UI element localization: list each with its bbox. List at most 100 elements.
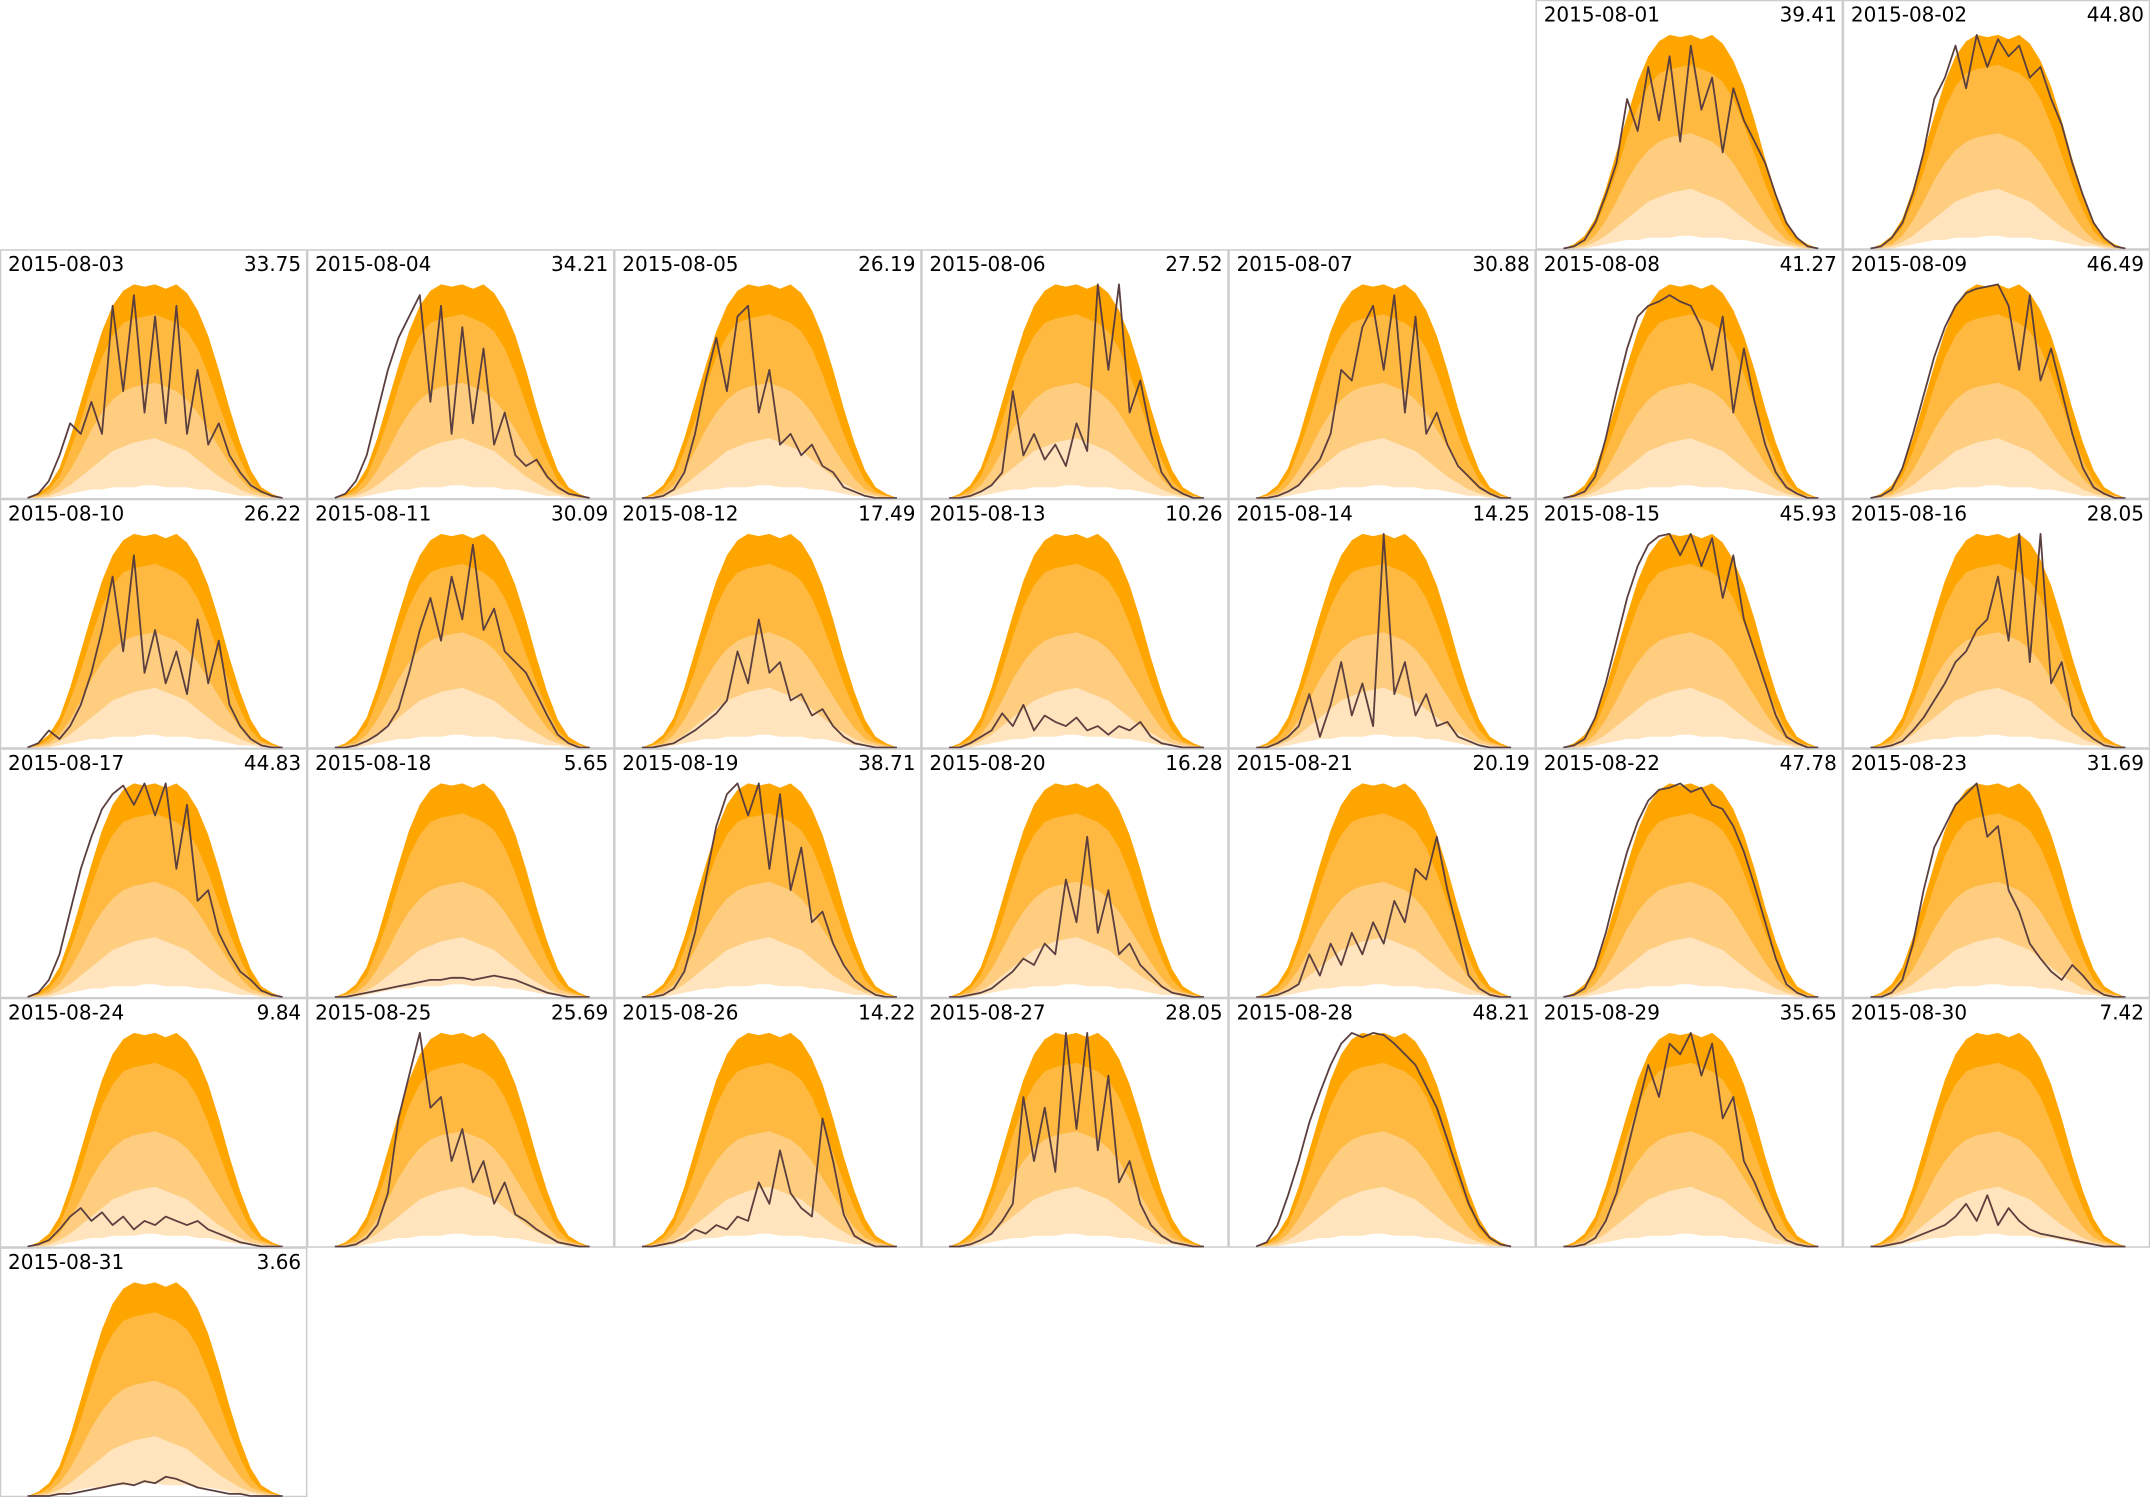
envelope-band xyxy=(1563,188,1819,249)
envelope-band xyxy=(1563,438,1819,498)
production-line xyxy=(1870,533,2126,749)
envelope-band xyxy=(27,1186,283,1247)
cell-border xyxy=(1535,748,1844,999)
envelope-band xyxy=(334,485,590,498)
production-line xyxy=(1563,44,1819,250)
day-cell: 2015-08-26 14.22 xyxy=(614,997,922,1248)
date-label: 2015-08-10 xyxy=(8,502,124,526)
production-line xyxy=(27,1207,283,1248)
day-cell: 2015-08-03 33.75 xyxy=(0,249,308,500)
total-label: 47.78 xyxy=(1780,751,1837,775)
envelope-band xyxy=(334,937,590,997)
envelope-band xyxy=(27,1233,283,1247)
production-line xyxy=(949,835,1204,998)
date-label: 2015-08-15 xyxy=(1544,502,1660,526)
envelope-band xyxy=(1870,687,2126,748)
production-line xyxy=(949,1032,1204,1248)
date-label: 2015-08-21 xyxy=(1237,751,1353,775)
envelope-band xyxy=(641,984,897,997)
cell-border xyxy=(0,249,308,500)
total-label: 14.25 xyxy=(1472,502,1529,526)
envelope-band xyxy=(1563,485,1819,498)
cell-border xyxy=(0,997,308,1248)
production-line xyxy=(1563,294,1819,499)
production-line xyxy=(1256,533,1512,749)
production-line xyxy=(1870,1194,2126,1248)
date-label: 2015-08-08 xyxy=(1544,252,1660,276)
production-line xyxy=(1255,1032,1512,1248)
day-cell: 2015-08-06 27.52 xyxy=(921,249,1229,500)
total-label: 26.19 xyxy=(858,252,915,276)
total-label: 14.22 xyxy=(858,1001,915,1025)
envelope-band xyxy=(1870,734,2126,748)
total-label: 20.19 xyxy=(1472,751,1529,775)
date-label: 2015-08-12 xyxy=(622,502,738,526)
day-cell: 2015-08-09 46.49 xyxy=(1842,249,2150,500)
cell-border xyxy=(306,498,615,749)
day-cell: 2015-08-18 5.65 xyxy=(306,748,615,999)
envelope-band xyxy=(949,438,1204,498)
production-line xyxy=(949,283,1204,499)
production-line xyxy=(27,782,283,998)
envelope-band xyxy=(1256,1186,1512,1247)
envelope-band xyxy=(1870,188,2126,249)
envelope-band xyxy=(949,485,1204,498)
cell-border xyxy=(1228,249,1536,500)
production-line xyxy=(1870,782,2126,998)
day-cell: 2015-08-20 16.28 xyxy=(921,748,1229,999)
envelope-band xyxy=(949,1233,1204,1247)
envelope-band xyxy=(1256,687,1512,748)
day-cell: 2015-08-12 17.49 xyxy=(614,498,922,749)
date-label: 2015-08-09 xyxy=(1851,252,1967,276)
date-label: 2015-08-20 xyxy=(929,751,1045,775)
day-cell: 2015-08-17 44.83 xyxy=(0,748,308,999)
date-label: 2015-08-19 xyxy=(622,751,738,775)
cell-border xyxy=(921,748,1229,999)
envelope-band xyxy=(949,984,1204,997)
production-line xyxy=(334,1032,590,1248)
date-label: 2015-08-28 xyxy=(1237,1001,1353,1025)
envelope-band xyxy=(334,1186,590,1247)
envelope-band xyxy=(1563,937,1819,997)
day-cell: 2015-08-04 34.21 xyxy=(306,249,615,500)
date-label: 2015-08-29 xyxy=(1544,1001,1660,1025)
envelope-band xyxy=(949,937,1204,997)
envelope-band xyxy=(641,485,897,498)
total-label: 38.71 xyxy=(858,751,915,775)
day-cell: 2015-08-28 48.21 xyxy=(1228,997,1536,1248)
production-line xyxy=(1870,34,2126,250)
total-label: 16.28 xyxy=(1165,751,1222,775)
envelope-band xyxy=(641,438,897,498)
cell-border xyxy=(306,997,615,1248)
day-cell: 2015-08-29 35.65 xyxy=(1535,997,1844,1248)
total-label: 41.27 xyxy=(1780,252,1837,276)
date-label: 2015-08-17 xyxy=(8,751,124,775)
day-cell: 2015-08-16 28.05 xyxy=(1842,498,2150,749)
cell-border xyxy=(0,498,308,749)
date-label: 2015-08-18 xyxy=(315,751,431,775)
date-label: 2015-08-24 xyxy=(8,1001,124,1025)
envelope-band xyxy=(1870,984,2126,997)
envelope-band xyxy=(1256,438,1512,498)
cell-border xyxy=(1228,997,1536,1248)
day-cell: 2015-08-10 26.22 xyxy=(0,498,308,749)
date-label: 2015-08-23 xyxy=(1851,751,1967,775)
envelope-band xyxy=(641,937,897,997)
total-label: 34.21 xyxy=(551,252,608,276)
day-cell: 2015-08-14 14.25 xyxy=(1228,498,1536,749)
total-label: 30.88 xyxy=(1472,252,1529,276)
day-cell: 2015-08-19 38.71 xyxy=(614,748,922,999)
envelope-band xyxy=(27,1483,283,1496)
day-cell: 2015-08-08 41.27 xyxy=(1535,249,1844,500)
production-line xyxy=(27,1475,283,1497)
total-label: 39.41 xyxy=(1780,3,1837,27)
envelope-band xyxy=(641,734,897,748)
envelope-band xyxy=(334,687,590,748)
total-label: 25.69 xyxy=(551,1001,608,1025)
production-line xyxy=(334,974,590,998)
day-cell: 2015-08-27 28.05 xyxy=(921,997,1229,1248)
date-label: 2015-08-16 xyxy=(1851,502,1967,526)
day-cell: 2015-08-02 44.80 xyxy=(1842,0,2150,250)
day-cell: 2015-08-11 30.09 xyxy=(306,498,615,749)
